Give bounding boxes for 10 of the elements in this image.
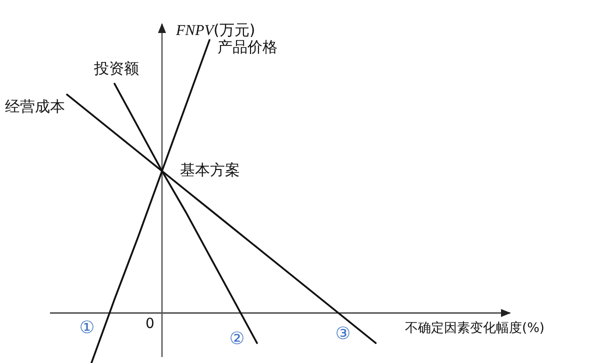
- series-label: 经营成本: [5, 98, 65, 116]
- y-axis-title: FNPV(万元): [175, 21, 256, 39]
- annotation: ②: [229, 329, 245, 349]
- annotation: 0: [146, 316, 154, 332]
- x-axis-title: 不确定因素变化幅度(%): [405, 320, 544, 336]
- annotation: 基本方案: [180, 161, 240, 179]
- annotation: ①: [79, 318, 95, 338]
- series-label: 产品价格: [218, 38, 278, 56]
- annotation: ③: [335, 324, 351, 344]
- series-label: 投资额: [93, 60, 139, 78]
